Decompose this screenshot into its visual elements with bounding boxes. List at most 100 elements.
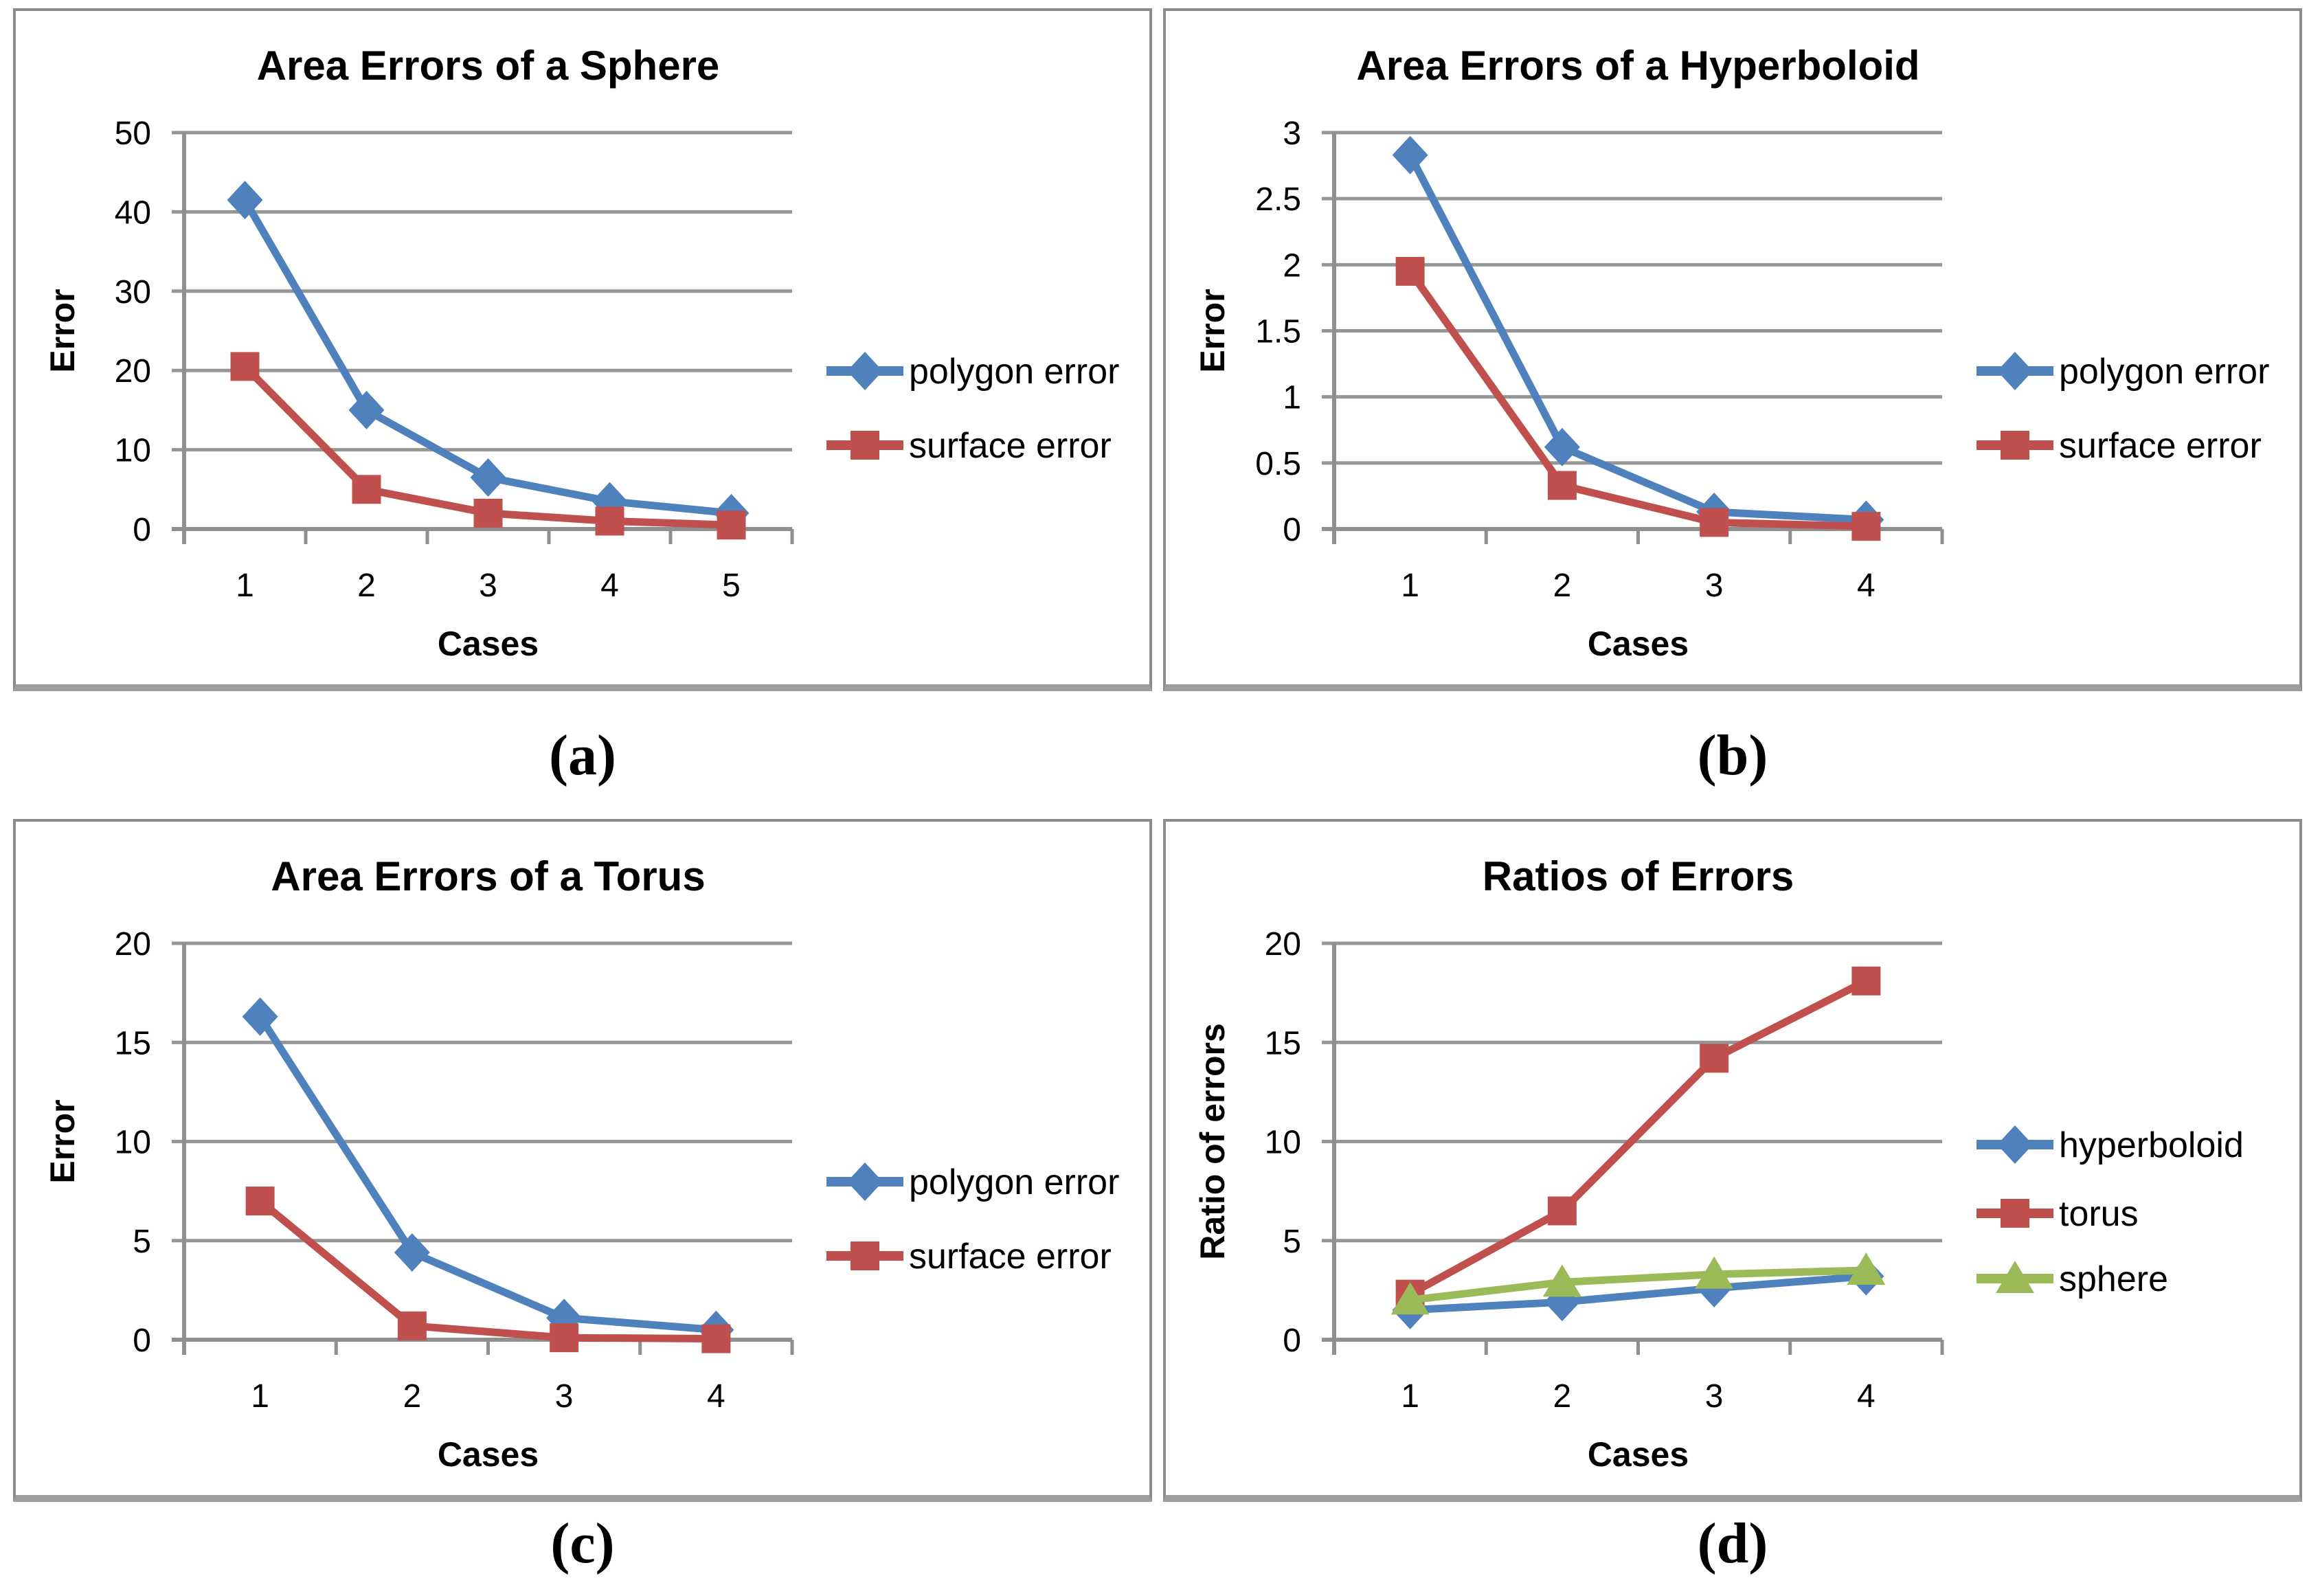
- x-tick-label: 3: [1705, 567, 1724, 604]
- series-line: [256, 1197, 720, 1343]
- series-marker: [470, 458, 506, 497]
- panel-caption-a: (a): [549, 723, 616, 787]
- y-tick-label: 10: [115, 1125, 151, 1161]
- series-marker: [1547, 471, 1577, 500]
- y-tick-label: 20: [115, 353, 151, 390]
- chart-title: Area Errors of a Sphere: [257, 43, 720, 89]
- series-marker: [701, 1324, 731, 1353]
- series-marker: [1390, 1282, 1430, 1315]
- y-tick-label: 50: [115, 115, 151, 152]
- y-tick-label: 30: [115, 274, 151, 311]
- series-line: [1406, 977, 1870, 1299]
- y-tick-label: 1.5: [1255, 314, 1301, 350]
- series-marker: [550, 1323, 579, 1353]
- y-tick-label: 10: [1265, 1125, 1301, 1161]
- y-axis-title: Error: [43, 1099, 82, 1183]
- series-marker: [245, 1187, 275, 1216]
- legend-item-label: polygon error: [2059, 352, 2269, 392]
- y-tick-label: 20: [115, 926, 151, 963]
- x-axis-title: Cases: [1588, 1435, 1689, 1474]
- series-marker: [1547, 1196, 1577, 1226]
- y-tick-label: 40: [115, 194, 151, 231]
- y-tick-label: 0: [1283, 512, 1301, 548]
- legend-item-label: polygon error: [909, 1162, 1119, 1202]
- series-line: [1406, 267, 1870, 530]
- chart-title: Area Errors of a Hyperboloid: [1356, 43, 1919, 89]
- legend-item-label: torus: [2059, 1194, 2139, 1234]
- y-axis-title: Ratio of errors: [1193, 1023, 1232, 1260]
- x-tick-label: 1: [251, 1378, 269, 1415]
- hyperboloid-chart-svg: Area Errors of a Hyperboloid 0 0.5 1 1.5 2 2.5…: [1193, 43, 2269, 663]
- series-marker: [1700, 1044, 1729, 1073]
- chart-title: Ratios of Errors: [1483, 853, 1794, 899]
- series-marker: [1544, 427, 1580, 467]
- chart-panel-ratios: Ratios of Errors 0 5 10 15 20 1 2 3 4 Cases Ratio o…: [1163, 819, 2302, 1502]
- y-tick-label: 15: [115, 1025, 151, 1061]
- y-tick-label: 1: [1283, 380, 1301, 416]
- legend-marker: [1997, 352, 2033, 390]
- series-marker: [1392, 135, 1428, 175]
- series-marker: [595, 506, 624, 536]
- cell-b: Area Errors of a Hyperboloid 0 0.5 1 1.5 2 2.5…: [1163, 8, 2302, 819]
- y-tick-label: 5: [1283, 1224, 1301, 1260]
- chart-panel-sphere: Area Errors of a Sphere 0 10 20 30 40 50 1 2 3 4 5 C…: [13, 8, 1152, 691]
- x-tick-label: 3: [1705, 1378, 1724, 1415]
- series-marker: [717, 510, 746, 540]
- series-marker: [242, 997, 278, 1036]
- series-marker: [230, 352, 260, 381]
- x-tick-label: 2: [1553, 1378, 1572, 1415]
- series-marker: [1851, 966, 1881, 996]
- legend-marker: [847, 352, 883, 390]
- y-tick-label: 3: [1283, 115, 1301, 152]
- cell-c: Area Errors of a Torus 0 5 10 15 20 1 2 3 4 Cases E…: [13, 819, 1152, 1584]
- x-tick-label: 1: [236, 567, 254, 604]
- legend-item-label: hyperboloid: [2059, 1125, 2244, 1165]
- series-marker: [1851, 512, 1881, 541]
- y-tick-label: 2.5: [1255, 181, 1301, 218]
- series-marker: [473, 498, 503, 528]
- x-tick-label: 2: [1553, 567, 1572, 604]
- legend-marker: [2001, 1199, 2029, 1228]
- legend-item-label: sphere: [2059, 1259, 2168, 1299]
- series-marker: [394, 1233, 430, 1272]
- legend-marker: [851, 431, 879, 460]
- legend-marker: [1997, 1125, 2033, 1164]
- y-tick-label: 0.5: [1255, 446, 1301, 482]
- legend-item-label: surface error: [909, 426, 1112, 466]
- legend-marker: [1996, 1261, 2034, 1293]
- y-tick-label: 0: [133, 512, 151, 548]
- legend-marker: [847, 1162, 883, 1201]
- chart-panel-torus: Area Errors of a Torus 0 5 10 15 20 1 2 3 4 Cases E…: [13, 819, 1152, 1502]
- x-axis-title: Cases: [1588, 625, 1689, 663]
- torus-chart-svg: Area Errors of a Torus 0 5 10 15 20 1 2 3 4 Cases E…: [43, 853, 1119, 1474]
- legend-marker: [2001, 431, 2029, 460]
- y-tick-label: 5: [133, 1224, 151, 1260]
- x-tick-label: 4: [707, 1378, 725, 1415]
- cell-a: Area Errors of a Sphere 0 10 20 30 40 50 1 2 3 4 5 C…: [13, 8, 1152, 819]
- chart-panel-hyperboloid: Area Errors of a Hyperboloid 0 0.5 1 1.5 2 2.5…: [1163, 8, 2302, 691]
- y-tick-label: 20: [1265, 926, 1301, 963]
- panel-caption-c: (c): [550, 1511, 615, 1575]
- series-marker: [1395, 256, 1425, 286]
- x-tick-label: 2: [357, 567, 376, 604]
- y-tick-label: 0: [1283, 1323, 1301, 1359]
- series-marker: [227, 181, 263, 220]
- panel-caption-b: (b): [1697, 723, 1768, 787]
- figure-grid: Area Errors of a Sphere 0 10 20 30 40 50 1 2 3 4 5 C…: [13, 8, 2302, 1584]
- x-tick-label: 2: [403, 1378, 422, 1415]
- cell-d: Ratios of Errors 0 5 10 15 20 1 2 3 4 Cases Ratio o…: [1163, 819, 2302, 1584]
- x-tick-label: 4: [600, 567, 619, 604]
- series-marker: [397, 1311, 427, 1340]
- y-tick-label: 15: [1265, 1025, 1301, 1061]
- y-axis-title: Error: [43, 289, 82, 372]
- series-line: [1406, 1272, 1870, 1314]
- series-line: [1406, 1266, 1870, 1304]
- chart-title: Area Errors of a Torus: [271, 853, 705, 899]
- x-tick-label: 1: [1401, 567, 1419, 604]
- sphere-chart-svg: Area Errors of a Sphere 0 10 20 30 40 50 1 2 3 4 5 C…: [43, 43, 1119, 663]
- x-axis-title: Cases: [438, 1435, 539, 1474]
- ratios-chart-svg: Ratios of Errors 0 5 10 15 20 1 2 3 4 Cases Ratio o…: [1193, 853, 2244, 1474]
- legend-item-label: surface error: [2059, 426, 2262, 466]
- series-line: [1406, 151, 1870, 524]
- y-tick-label: 10: [115, 433, 151, 469]
